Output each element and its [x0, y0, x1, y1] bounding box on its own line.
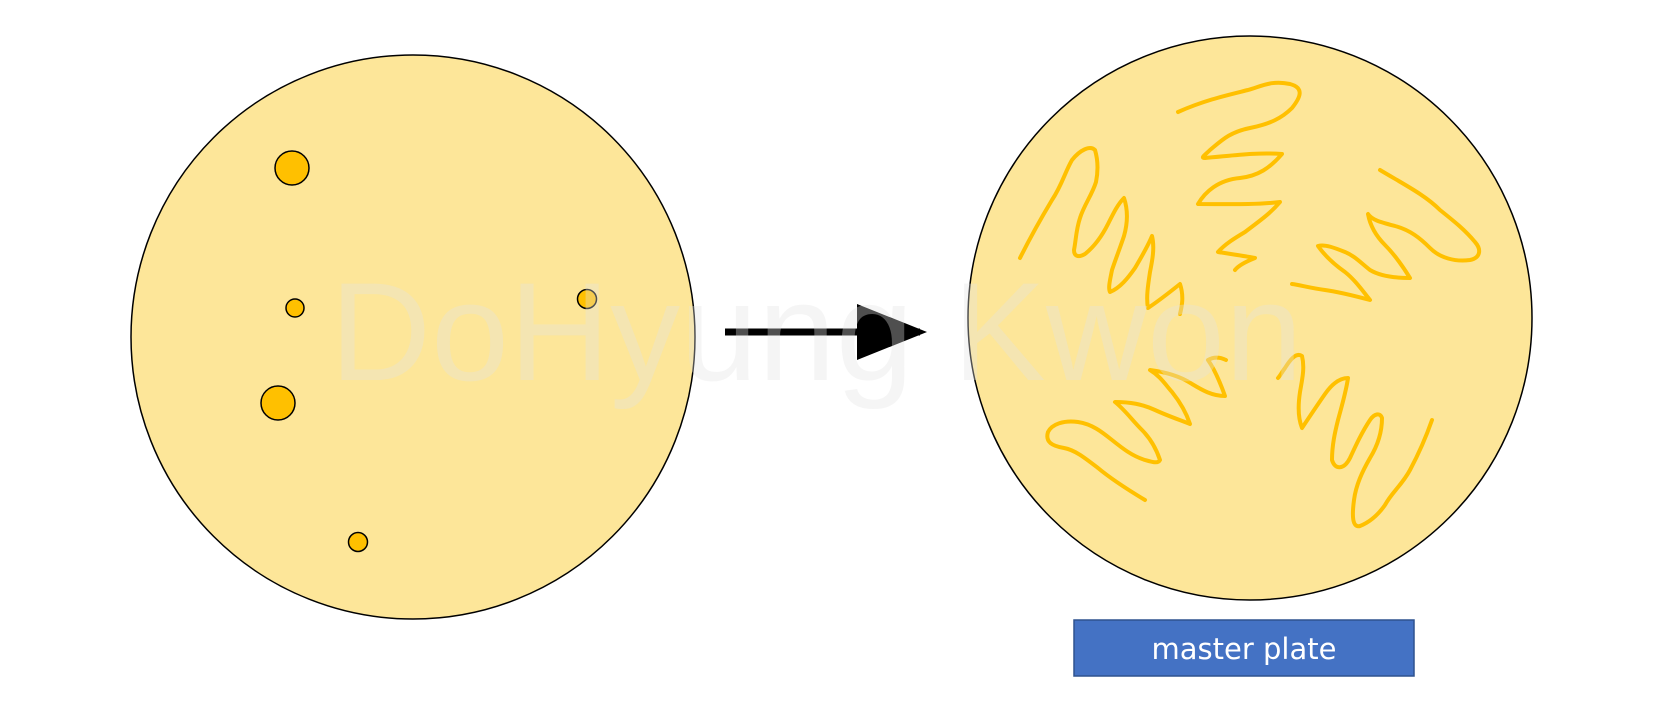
source-plate — [130, 54, 696, 620]
label-text: master plate — [1152, 632, 1337, 666]
colony — [274, 150, 310, 186]
colony — [285, 298, 305, 318]
master-plate — [967, 35, 1533, 601]
label-box — [1073, 619, 1415, 677]
colony — [260, 385, 296, 421]
streak-patch — [1018, 146, 1185, 316]
streak-patch — [1276, 353, 1434, 529]
streak-patch — [1290, 168, 1482, 302]
source-plate-dish — [130, 54, 696, 620]
streak-patch — [1176, 80, 1302, 272]
streak-patch — [1045, 355, 1228, 502]
colony — [576, 288, 598, 310]
colony — [347, 531, 369, 553]
master-plate-label: master plate — [1073, 619, 1415, 677]
streak-patches — [1018, 80, 1482, 529]
watermark-text: DoHyung Kwon — [330, 253, 1303, 410]
